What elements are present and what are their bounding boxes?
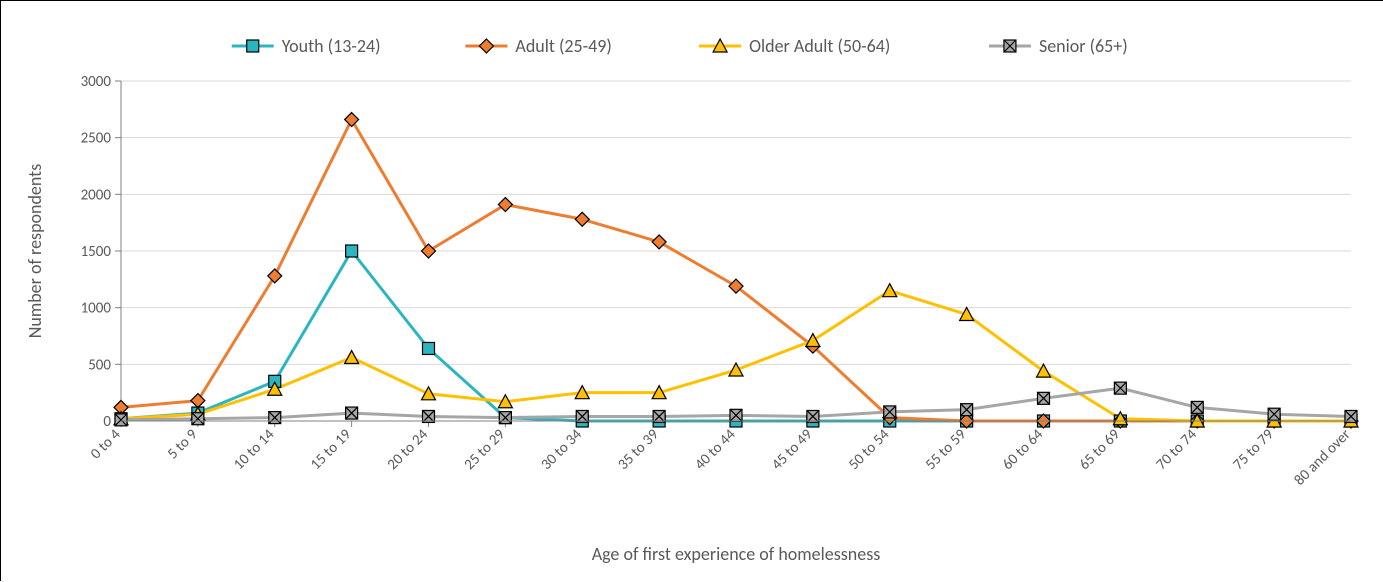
y-tick-label: 1000 <box>81 300 112 318</box>
legend-label: Adult (25-49) <box>515 35 611 57</box>
chart-container: 0500100015002000250030000 to 45 to 910 t… <box>0 0 1383 581</box>
legend-label: Older Adult (50-64) <box>749 35 890 57</box>
y-tick-label: 3000 <box>81 73 112 91</box>
y-tick-label: 2000 <box>81 186 112 204</box>
line-chart: 0500100015002000250030000 to 45 to 910 t… <box>1 1 1383 582</box>
x-axis-title: Age of first experience of homelessness <box>592 543 881 565</box>
y-tick-label: 1500 <box>81 243 112 261</box>
y-tick-label: 2500 <box>81 130 112 148</box>
legend-label: Youth (13-24) <box>282 35 381 57</box>
legend-label: Senior (65+) <box>1039 35 1128 57</box>
y-tick-label: 500 <box>88 356 111 374</box>
y-axis-title: Number of respondents <box>24 164 46 338</box>
